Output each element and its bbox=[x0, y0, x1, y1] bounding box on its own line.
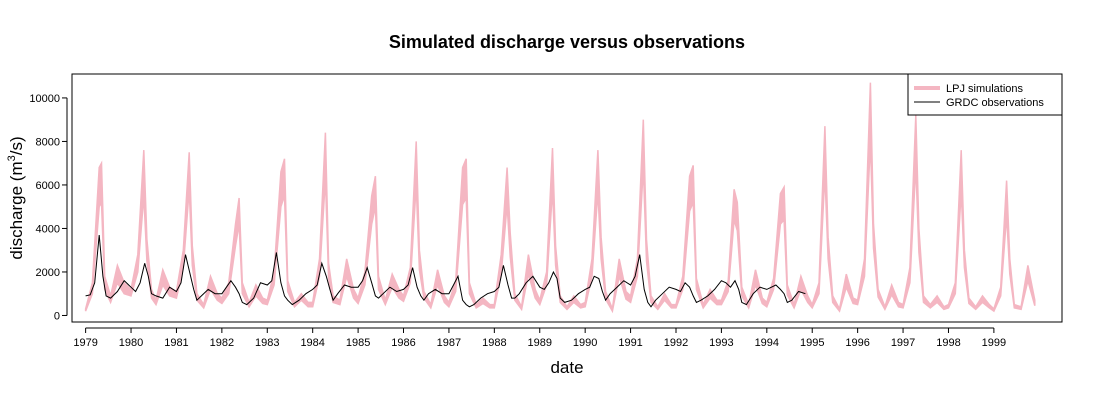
x-tick-label: 1998 bbox=[936, 337, 960, 349]
x-tick-label: 1986 bbox=[391, 337, 415, 349]
x-tick-label: 1982 bbox=[210, 337, 234, 349]
y-tick-label: 4000 bbox=[36, 223, 60, 235]
x-axis: 1979 1980 1981 1982 1983 1984 1985 1986 1987 1988… bbox=[73, 327, 1006, 349]
x-tick-label: 1988 bbox=[482, 337, 506, 349]
x-tick-label: 1985 bbox=[346, 337, 370, 349]
y-axis-title-suffix: /s) bbox=[7, 136, 26, 155]
x-tick-label: 1993 bbox=[709, 337, 733, 349]
y-tick-label: 8000 bbox=[36, 136, 60, 148]
legend-label-lpj: LPJ simulations bbox=[946, 83, 1024, 95]
chart-title: Simulated discharge versus observations bbox=[389, 32, 745, 52]
x-tick-label: 1992 bbox=[664, 337, 688, 349]
x-tick-label: 1999 bbox=[982, 337, 1006, 349]
simulation-band-layer bbox=[84, 82, 1036, 314]
x-tick-label: 1995 bbox=[800, 337, 824, 349]
x-tick-label: 1984 bbox=[300, 337, 324, 349]
series-lpj-simulations bbox=[84, 82, 1036, 314]
legend-box bbox=[907, 73, 1063, 116]
x-tick-label: 1990 bbox=[573, 337, 597, 349]
y-axis-title-main: discharge (m bbox=[7, 161, 26, 259]
y-tick-label: 6000 bbox=[36, 180, 60, 192]
y-axis-title: discharge (m3/s) bbox=[6, 136, 26, 259]
y-tick-label: 0 bbox=[54, 310, 60, 322]
observation-line-layer bbox=[85, 234, 806, 308]
x-tick-label: 1991 bbox=[618, 337, 642, 349]
x-tick-label: 1979 bbox=[73, 337, 97, 349]
x-tick-label: 1981 bbox=[164, 337, 188, 349]
x-tick-label: 1997 bbox=[891, 337, 915, 349]
series-grdc-observations bbox=[85, 234, 806, 308]
x-tick-label: 1989 bbox=[528, 337, 552, 349]
x-tick-label: 1996 bbox=[845, 337, 869, 349]
x-tick-label: 1983 bbox=[255, 337, 279, 349]
y-axis-title-superscript: 3 bbox=[6, 155, 18, 161]
plot-frame bbox=[71, 73, 1063, 323]
y-tick-label: 2000 bbox=[36, 267, 60, 279]
x-tick-label: 1987 bbox=[437, 337, 461, 349]
y-tick-label: 10000 bbox=[29, 93, 60, 105]
x-tick-label: 1994 bbox=[755, 337, 779, 349]
x-axis-title: date bbox=[550, 358, 583, 377]
legend-label-grdc: GRDC observations bbox=[946, 97, 1044, 109]
legend: LPJ simulations GRDC observations bbox=[907, 73, 1063, 116]
y-axis: 0 2000 4000 6000 8000 10000 bbox=[29, 93, 68, 322]
x-tick-label: 1980 bbox=[119, 337, 143, 349]
